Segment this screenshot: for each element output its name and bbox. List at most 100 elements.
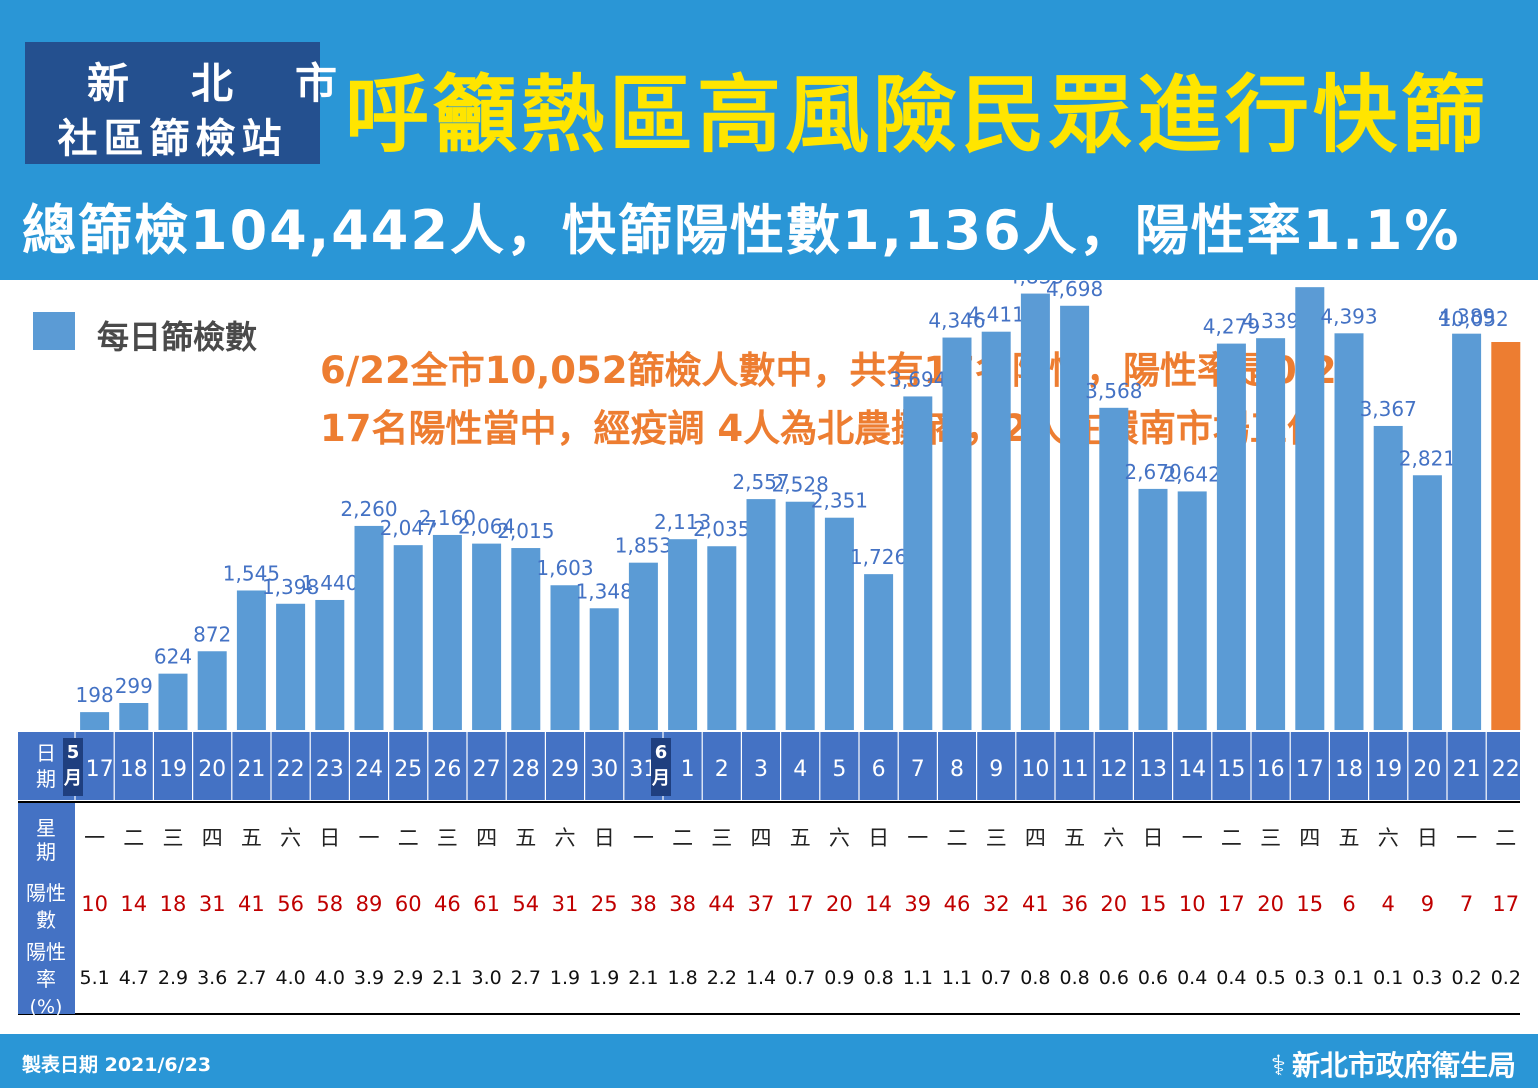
bar-value-label: 198 xyxy=(76,683,114,707)
chart-bar xyxy=(1138,488,1168,730)
positive-rate-cell: 0.1 xyxy=(1334,967,1364,989)
bar-value-label: 4,346 xyxy=(928,309,985,333)
weekday-cell: 二 xyxy=(1221,826,1242,850)
health-bureau-logo-icon: ⚕ xyxy=(1270,1049,1286,1082)
bar-value-label: 4,393 xyxy=(1320,304,1377,328)
chart-bar xyxy=(824,517,854,730)
positive-count-cell: 37 xyxy=(748,892,775,916)
date-cell: 22 xyxy=(277,757,305,782)
weekday-cell: 二 xyxy=(398,826,419,850)
chart-bar xyxy=(276,603,306,730)
positive-rate-cell: 2.9 xyxy=(393,967,423,989)
positive-count-cell: 54 xyxy=(512,892,539,916)
positive-count-cell: 46 xyxy=(434,892,461,916)
chart-bar xyxy=(864,574,894,730)
positive-rate-cell: 1.4 xyxy=(746,967,776,989)
positive-count-cell: 31 xyxy=(199,892,226,916)
chart-bar xyxy=(589,608,619,730)
date-row-bg xyxy=(18,732,1520,800)
positive-rate-cell: 0.9 xyxy=(824,967,854,989)
weekday-cell: 日 xyxy=(1143,826,1164,850)
positive-count-cell: 89 xyxy=(356,892,383,916)
weekday-cell: 二 xyxy=(672,826,693,850)
annotation-line-1: 6/22全市10,052篩檢人數中，共有17名陽性，陽性率是0.2 xyxy=(320,349,1337,392)
positive-rate-cell: 0.8 xyxy=(1059,967,1089,989)
bar-value-label: 3,694 xyxy=(889,367,946,391)
chart-bar xyxy=(942,337,972,730)
positive-count-cell: 6 xyxy=(1342,892,1355,916)
chart-bar xyxy=(1412,475,1442,730)
bar-value-label: 1,545 xyxy=(223,561,280,585)
weekday-cell: 四 xyxy=(202,826,223,850)
positive-count-cell: 15 xyxy=(1140,892,1167,916)
org-label: 新北市政府衛生局 xyxy=(1291,1049,1516,1082)
date-cell: 9 xyxy=(989,757,1003,782)
chart-bar xyxy=(550,585,580,730)
bar-value-label: 1,726 xyxy=(850,545,907,569)
positive-rate-cell: 3.6 xyxy=(197,967,227,989)
row-label-bg xyxy=(18,803,75,1014)
legend-label: 每日篩檢數 xyxy=(97,318,258,356)
positive-count-cell: 14 xyxy=(865,892,892,916)
weekday-cell: 六 xyxy=(555,826,576,850)
bar-value-label: 1,440 xyxy=(301,571,358,595)
positive-count-cell: 31 xyxy=(552,892,579,916)
date-cell: 21 xyxy=(1453,757,1481,782)
bar-value-label: 2,160 xyxy=(419,506,476,530)
date-label-char: 日 xyxy=(36,741,56,765)
positive-rate-cell: 0.7 xyxy=(785,967,815,989)
chart-bar xyxy=(1060,305,1090,730)
month-marker-char: 月 xyxy=(63,768,82,789)
date-cell: 23 xyxy=(316,757,344,782)
bar-value-label: 3,568 xyxy=(1085,379,1142,403)
date-cell: 20 xyxy=(198,757,226,782)
positive-count-cell: 17 xyxy=(1218,892,1245,916)
rate-label-part: 陽性 xyxy=(26,940,66,964)
weekday-cell: 五 xyxy=(790,826,811,850)
chart-bar xyxy=(628,562,658,730)
date-label-char: 期 xyxy=(36,767,56,791)
weekday-cell: 六 xyxy=(280,826,301,850)
weekday-cell: 日 xyxy=(319,826,340,850)
chart-bar xyxy=(472,543,502,730)
date-cell: 1 xyxy=(681,757,695,782)
bar-value-label: 2,821 xyxy=(1399,446,1456,470)
chart-bar xyxy=(511,548,541,730)
positive-rate-cell: 2.2 xyxy=(707,967,737,989)
positive-rate-cell: 3.9 xyxy=(354,967,384,989)
weekday-cell: 二 xyxy=(1495,826,1516,850)
positive-rate-cell: 2.1 xyxy=(432,967,462,989)
chart-bar xyxy=(432,534,462,730)
positive-rate-cell: 1.8 xyxy=(667,967,697,989)
positive-rate-cell: 0.4 xyxy=(1177,967,1207,989)
date-cell: 30 xyxy=(590,757,618,782)
positive-count-cell: 36 xyxy=(1061,892,1088,916)
bar-value-label: 299 xyxy=(115,674,153,698)
date-cell: 22 xyxy=(1492,757,1520,782)
positive-count-cell: 4 xyxy=(1382,892,1395,916)
bar-value-label: 2,015 xyxy=(497,519,554,543)
chart-bar xyxy=(668,539,698,730)
chart-bar xyxy=(1373,425,1403,730)
date-cell: 8 xyxy=(950,757,964,782)
positive-rate-cell: 1.1 xyxy=(942,967,972,989)
positive-count-cell: 61 xyxy=(473,892,500,916)
date-cell: 24 xyxy=(355,757,383,782)
positive-rate-cell: 5.1 xyxy=(79,967,109,989)
weekday-cell: 六 xyxy=(829,826,850,850)
chart-bar xyxy=(1099,407,1129,730)
bar-value-label: 2,064 xyxy=(458,515,515,539)
bar-value-label: 1,398 xyxy=(262,575,319,599)
positive-rate-cell: 0.2 xyxy=(1491,967,1521,989)
month-marker-bg xyxy=(651,738,671,796)
bar-value-label: 2,351 xyxy=(811,489,868,513)
chart-bar xyxy=(315,599,345,730)
positive-label-part: 陽性 xyxy=(26,881,66,905)
positive-count-cell: 39 xyxy=(904,892,931,916)
weekday-cell: 一 xyxy=(1456,826,1477,850)
bar-value-label: 3,367 xyxy=(1360,397,1417,421)
chart-bar xyxy=(197,651,227,730)
date-cell: 13 xyxy=(1139,757,1167,782)
weekday-cell: 三 xyxy=(986,826,1007,850)
weekday-cell: 一 xyxy=(84,826,105,850)
